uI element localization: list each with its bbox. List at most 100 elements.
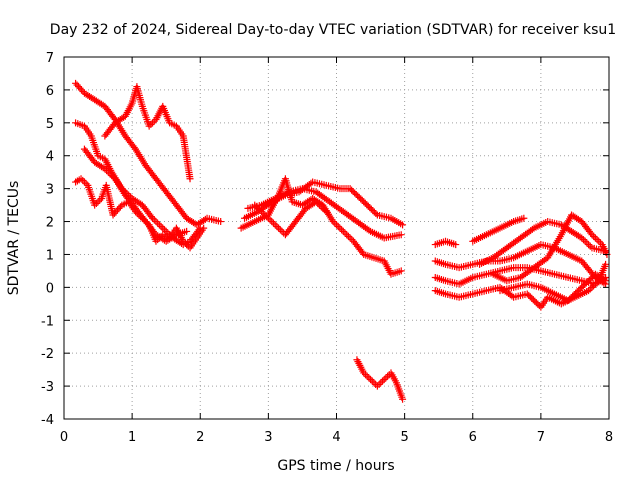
data-point-arc-3 <box>154 219 162 227</box>
data-point-arc-5 <box>103 167 111 175</box>
data-point-arc-4 <box>92 199 100 207</box>
data-point-arc-16 <box>590 282 598 290</box>
data-point-arc-9 <box>254 204 262 212</box>
data-point-arc-17 <box>587 229 595 237</box>
data-point-arc-10 <box>380 376 388 384</box>
data-point-arc-16 <box>602 260 610 268</box>
data-point-arc-3 <box>162 227 170 235</box>
data-point-arc-17 <box>591 234 599 242</box>
y-tick-label: -2 <box>41 347 54 362</box>
data-point-arc-2 <box>149 119 157 127</box>
data-point-arc-10 <box>382 374 390 382</box>
data-point-arc-10 <box>373 382 381 390</box>
data-point-arc-16 <box>591 280 599 288</box>
x-axis-tick-labels: 0 1 2 3 4 5 6 7 8 <box>60 430 613 445</box>
data-point-arc-16 <box>508 292 516 300</box>
data-point-arc-5 <box>106 170 114 178</box>
data-marks <box>72 79 611 403</box>
data-point-arc-9 <box>321 206 329 214</box>
data-point-arc-9 <box>261 211 269 219</box>
data-point-arc-3 <box>157 222 165 230</box>
data-point-arc-3 <box>155 221 163 229</box>
data-point-arc-2 <box>147 120 155 128</box>
data-point-arc-9 <box>317 203 325 211</box>
data-point-arc-10 <box>360 369 368 377</box>
data-point-arc-8 <box>339 227 347 235</box>
y-tick-label: -3 <box>41 380 54 395</box>
data-point-arc-5 <box>101 165 109 173</box>
data-point-arc-9 <box>312 198 320 206</box>
data-point-arc-6 <box>399 221 407 229</box>
data-point-arc-3 <box>150 216 158 224</box>
data-point-arc-4 <box>112 208 120 216</box>
data-point-arc-1 <box>76 84 84 92</box>
x-tick-label: 0 <box>60 430 68 445</box>
data-point-arc-4 <box>113 206 121 214</box>
y-axis-tick-labels: -4 -3 -2 -1 0 1 2 3 4 5 6 7 <box>41 51 54 428</box>
data-point-arc-10 <box>377 379 385 387</box>
data-point-arc-4 <box>115 204 123 212</box>
data-point-arc-9 <box>271 221 279 229</box>
data-point-arc-17 <box>596 239 604 247</box>
data-point-arc-13 <box>581 237 589 245</box>
data-point-arc-1 <box>217 218 225 226</box>
x-tick-label: 1 <box>128 430 136 445</box>
data-point-arc-8 <box>329 218 337 226</box>
y-tick-label: -4 <box>41 413 54 428</box>
x-axis-label: GPS time / hours <box>277 458 394 474</box>
x-tick-label: 2 <box>196 430 204 445</box>
x-tick-label: 3 <box>264 430 272 445</box>
data-point-arc-4 <box>181 239 189 247</box>
data-point-arc-4 <box>152 237 160 245</box>
x-tick-label: 7 <box>537 430 545 445</box>
data-point-arc-6 <box>372 210 380 218</box>
y-tick-label: 2 <box>46 216 54 231</box>
data-point-arc-16 <box>588 283 596 291</box>
data-point-arc-8 <box>343 231 351 239</box>
data-point-arc-3 <box>147 213 155 221</box>
data-point-arc-4 <box>183 241 191 249</box>
y-axis-label: SDTVAR / TECUs <box>6 181 22 296</box>
data-point-arc-13 <box>585 241 593 249</box>
data-point-arc-11 <box>452 241 460 249</box>
data-point-arc-13 <box>528 225 536 233</box>
data-point-arc-8 <box>397 267 405 275</box>
data-point-arc-8 <box>338 226 346 234</box>
data-point-arc-10 <box>384 372 392 380</box>
data-point-arc-17 <box>588 231 596 239</box>
data-point-arc-18 <box>602 277 610 285</box>
x-tick-label: 4 <box>332 430 340 445</box>
data-point-arc-13 <box>579 236 587 244</box>
data-point-arc-4 <box>79 176 87 184</box>
data-point-arc-8 <box>336 224 344 232</box>
data-point-arc-12 <box>520 214 528 222</box>
data-point-arc-10 <box>378 377 386 385</box>
data-point-arc-5 <box>108 171 116 179</box>
data-point-arc-3 <box>159 224 167 232</box>
x-tick-label: 8 <box>605 430 613 445</box>
data-point-arc-9 <box>278 227 286 235</box>
data-point-arc-4 <box>94 198 102 206</box>
y-tick-label: 6 <box>46 84 54 99</box>
y-tick-label: 4 <box>46 150 54 165</box>
data-point-arc-9 <box>319 204 327 212</box>
data-point-arc-10 <box>399 395 407 403</box>
data-point-arc-17 <box>595 237 603 245</box>
data-point-arc-4 <box>91 201 99 209</box>
data-point-arc-17 <box>593 236 601 244</box>
data-point-arc-4 <box>109 211 117 219</box>
data-point-arc-4 <box>77 175 85 183</box>
y-tick-label: 7 <box>46 51 54 66</box>
data-point-arc-7 <box>397 231 405 239</box>
data-point-arc-8 <box>341 229 349 237</box>
x-tick-label: 6 <box>469 430 477 445</box>
data-point-arc-8 <box>333 221 340 229</box>
data-point-arc-3 <box>160 226 168 234</box>
data-point-arc-9 <box>259 209 267 217</box>
y-tick-label: -1 <box>41 314 54 329</box>
data-point-arc-9 <box>273 222 281 230</box>
data-point-arc-8 <box>344 232 352 240</box>
data-point-arc-3 <box>149 214 157 222</box>
data-point-arc-8 <box>334 222 342 230</box>
